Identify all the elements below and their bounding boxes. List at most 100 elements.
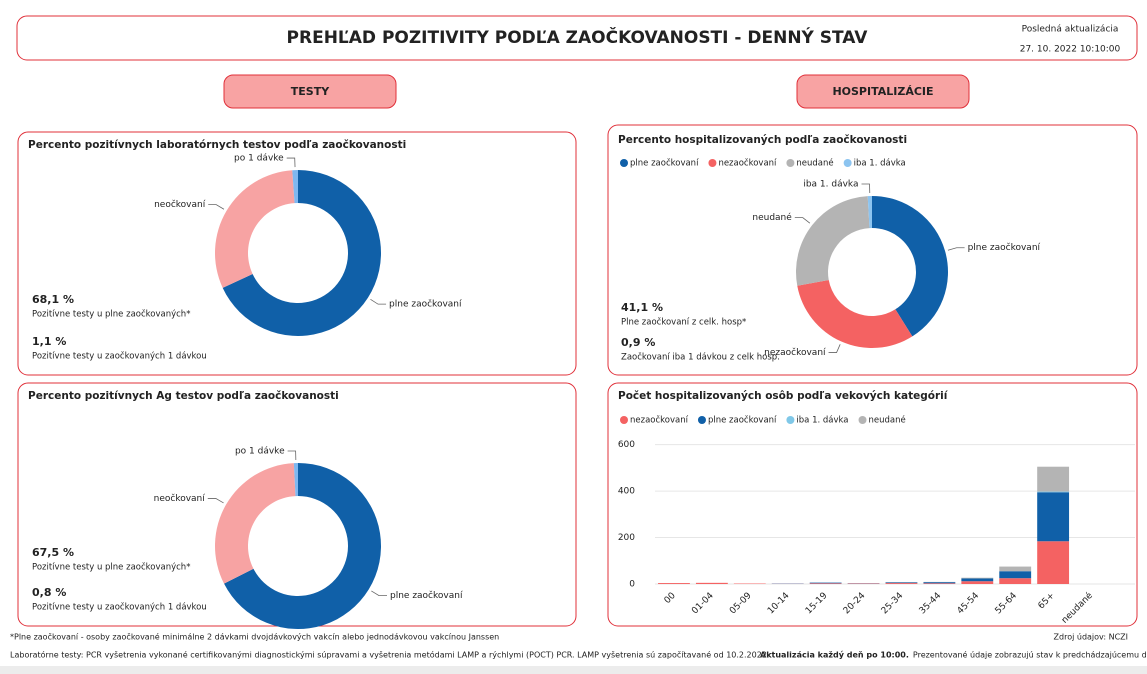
kpi-value: 41,1 %: [621, 301, 663, 314]
card: [17, 131, 577, 376]
slice-label: po 1 dávke: [235, 447, 285, 457]
slice-label: plne zaočkovaní: [390, 590, 463, 601]
legend-swatch: [620, 159, 628, 167]
legend-label: neudané: [796, 158, 833, 169]
y-tick-label: 400: [618, 487, 635, 497]
kpi-value: 67,5 %: [32, 546, 74, 559]
kpi-label: Pozitívne testy u plne zaočkovaných*: [32, 309, 190, 320]
leader-line: [828, 344, 841, 353]
bar-segment: [1037, 491, 1070, 493]
bar-segment: [1037, 541, 1070, 584]
legend-swatch: [620, 416, 628, 424]
slice-label: neudané: [752, 212, 792, 223]
kpi-value: 1,1 %: [32, 335, 66, 348]
kpi-label: Pozitívne testy u zaočkovaných 1 dávkou: [32, 351, 207, 362]
footnote: *Plne zaočkovaní - osoby zaočkované mini…: [10, 632, 499, 642]
lab-note: Laboratórne testy: PCR vyšetrenia vykona…: [10, 650, 769, 660]
section-tab[interactable]: [796, 74, 970, 109]
chart-title: Percento pozitívnych Ag testov podľa zao…: [28, 390, 339, 402]
card: [17, 382, 577, 627]
donut-slice: [222, 170, 381, 336]
bar-segment: [695, 582, 728, 584]
header-box: [16, 15, 1138, 61]
chart-title: Počet hospitalizovaných osôb podľa vekov…: [618, 390, 949, 402]
card: [607, 382, 1138, 627]
slice-label: nezaočkovaní: [764, 347, 826, 358]
section-label[interactable]: TESTY: [291, 85, 330, 98]
donut-slice: [215, 463, 296, 584]
legend-label: iba 1. dávka: [796, 416, 848, 426]
donut-slice: [224, 463, 381, 629]
bar-segment: [961, 577, 994, 579]
y-tick-label: 0: [629, 580, 635, 590]
leader-line: [286, 157, 296, 168]
update-note: Aktualizácia každý deň po 10:00.: [760, 651, 909, 660]
bar-segment: [999, 566, 1032, 572]
legend-label: plne zaočkovaní: [630, 158, 699, 169]
kpi-value: 0,9 %: [621, 336, 655, 349]
legend-swatch: [697, 416, 706, 424]
leader-line: [371, 590, 388, 597]
bar-segment: [809, 582, 842, 584]
donut-slice: [292, 170, 298, 204]
source: Zdroj údajov: NCZI: [1054, 633, 1128, 642]
bar-segment: [961, 578, 994, 582]
slice-label: plne zaočkovaní: [968, 242, 1041, 253]
donut-slice: [796, 196, 870, 286]
y-tick-label: 200: [618, 533, 635, 543]
kpi-label: Pozitívne testy u zaočkovaných 1 dávkou: [32, 602, 207, 613]
leader-line: [947, 247, 965, 251]
kpi-label: Pozitívne testy u plne zaočkovaných*: [32, 562, 190, 573]
page-title: PREHĽAD POZITIVITY PODĽA ZAOČKOVANOSTI -…: [287, 26, 869, 48]
chart-title: Percento hospitalizovaných podľa zaočkov…: [618, 134, 907, 146]
legend-label: iba 1. dávka: [854, 159, 906, 169]
donut-slice: [215, 170, 295, 288]
section-tab[interactable]: [223, 74, 397, 109]
leader-line: [287, 450, 297, 461]
bar-segment: [1037, 492, 1070, 542]
update-note: Prezentované údaje zobrazujú stav k pred…: [913, 650, 1147, 660]
legend-swatch: [786, 159, 795, 167]
legend-label: neudané: [869, 415, 906, 426]
donut-slice: [293, 462, 298, 497]
legend-label: nezaočkovaní: [718, 158, 777, 169]
update-label: Posledná aktualizácia: [1022, 25, 1119, 35]
bar-segment: [885, 583, 918, 584]
legend-label: plne zaočkovaní: [708, 415, 777, 426]
legend-swatch: [708, 159, 717, 167]
kpi-value: 0,8 %: [32, 586, 66, 599]
slice-label: iba 1. dávka: [803, 180, 858, 190]
card: [607, 124, 1138, 376]
bar-segment: [923, 582, 956, 584]
legend-swatch: [786, 416, 795, 424]
bar-segment: [961, 581, 994, 584]
slice-label: neočkovaní: [154, 199, 206, 210]
bar-segment: [658, 583, 690, 584]
leader-line: [208, 204, 225, 210]
donut-slice: [872, 196, 948, 337]
bar-segment: [1037, 466, 1070, 492]
bar-segment: [999, 578, 1032, 584]
chart-title: Percento pozitívnych laboratórnych testo…: [28, 139, 406, 151]
bar-segment: [885, 582, 918, 584]
kpi-label: Zaočkovaní iba 1 dávkou z celk hosp.: [621, 352, 780, 363]
leader-line: [370, 298, 387, 305]
bar-segment: [809, 583, 842, 584]
legend-swatch: [858, 416, 867, 424]
leader-line: [794, 217, 811, 224]
y-tick-label: 600: [618, 440, 635, 450]
donut-slice: [867, 196, 872, 229]
section-label[interactable]: HOSPITALIZÁCIE: [832, 85, 933, 98]
kpi-label: Plne zaočkovaní z celk. hosp*: [621, 317, 746, 328]
legend-swatch: [843, 159, 852, 167]
slice-label: neočkovaní: [154, 493, 206, 504]
slice-label: po 1 dávke: [234, 154, 284, 164]
legend-label: nezaočkovaní: [630, 415, 689, 426]
donut-slice: [797, 279, 913, 348]
leader-line: [207, 498, 224, 504]
slice-label: plne zaočkovaní: [389, 299, 462, 310]
bar-segment: [923, 583, 956, 584]
bar-segment: [999, 571, 1032, 579]
bottom-bar: [0, 666, 1147, 674]
